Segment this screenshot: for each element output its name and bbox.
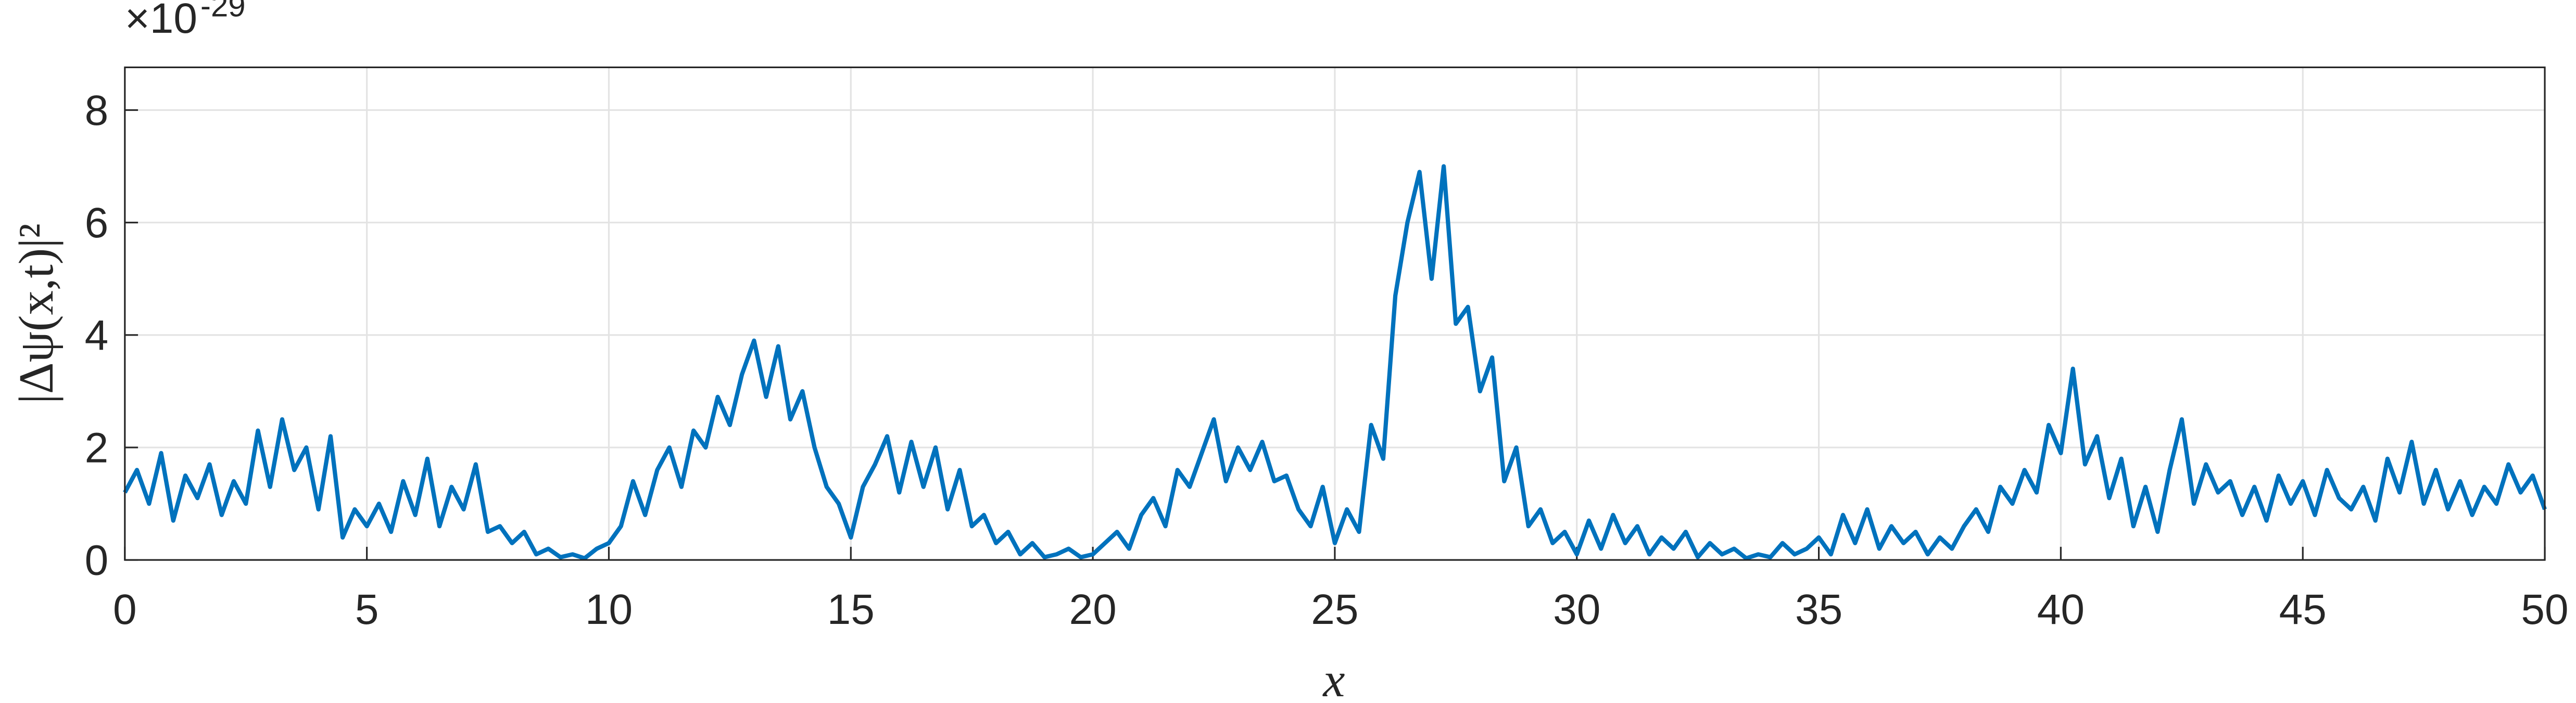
x-tick-label: 20 <box>1069 586 1116 633</box>
data-line <box>123 164 2547 560</box>
x-axis-label: x <box>1322 653 1345 703</box>
y-tick-label: 2 <box>85 424 109 471</box>
y-tick-label: 4 <box>85 312 109 359</box>
y-tick-label: 6 <box>85 199 109 247</box>
plot-frame <box>124 66 2546 561</box>
y-tick-label: 8 <box>85 87 109 134</box>
x-tick-label: 40 <box>2037 586 2085 633</box>
x-tick-label: 50 <box>2521 586 2568 633</box>
x-tick-label: 35 <box>1795 586 1842 633</box>
x-tick-label: 15 <box>827 586 875 633</box>
y-axis-label: |Δψ(x,t)|² <box>9 223 64 404</box>
x-tick-label: 25 <box>1311 586 1358 633</box>
y-tick-label: 0 <box>85 537 109 584</box>
x-tick-label: 0 <box>113 586 137 633</box>
y-exponent: -29 <box>200 0 246 23</box>
x-tick-label: 5 <box>355 586 379 633</box>
x-tick-label: 30 <box>1553 586 1600 633</box>
x-tick-label: 45 <box>2279 586 2327 633</box>
y-exponent-base: ×10 <box>125 0 197 42</box>
x-tick-label: 10 <box>585 586 633 633</box>
